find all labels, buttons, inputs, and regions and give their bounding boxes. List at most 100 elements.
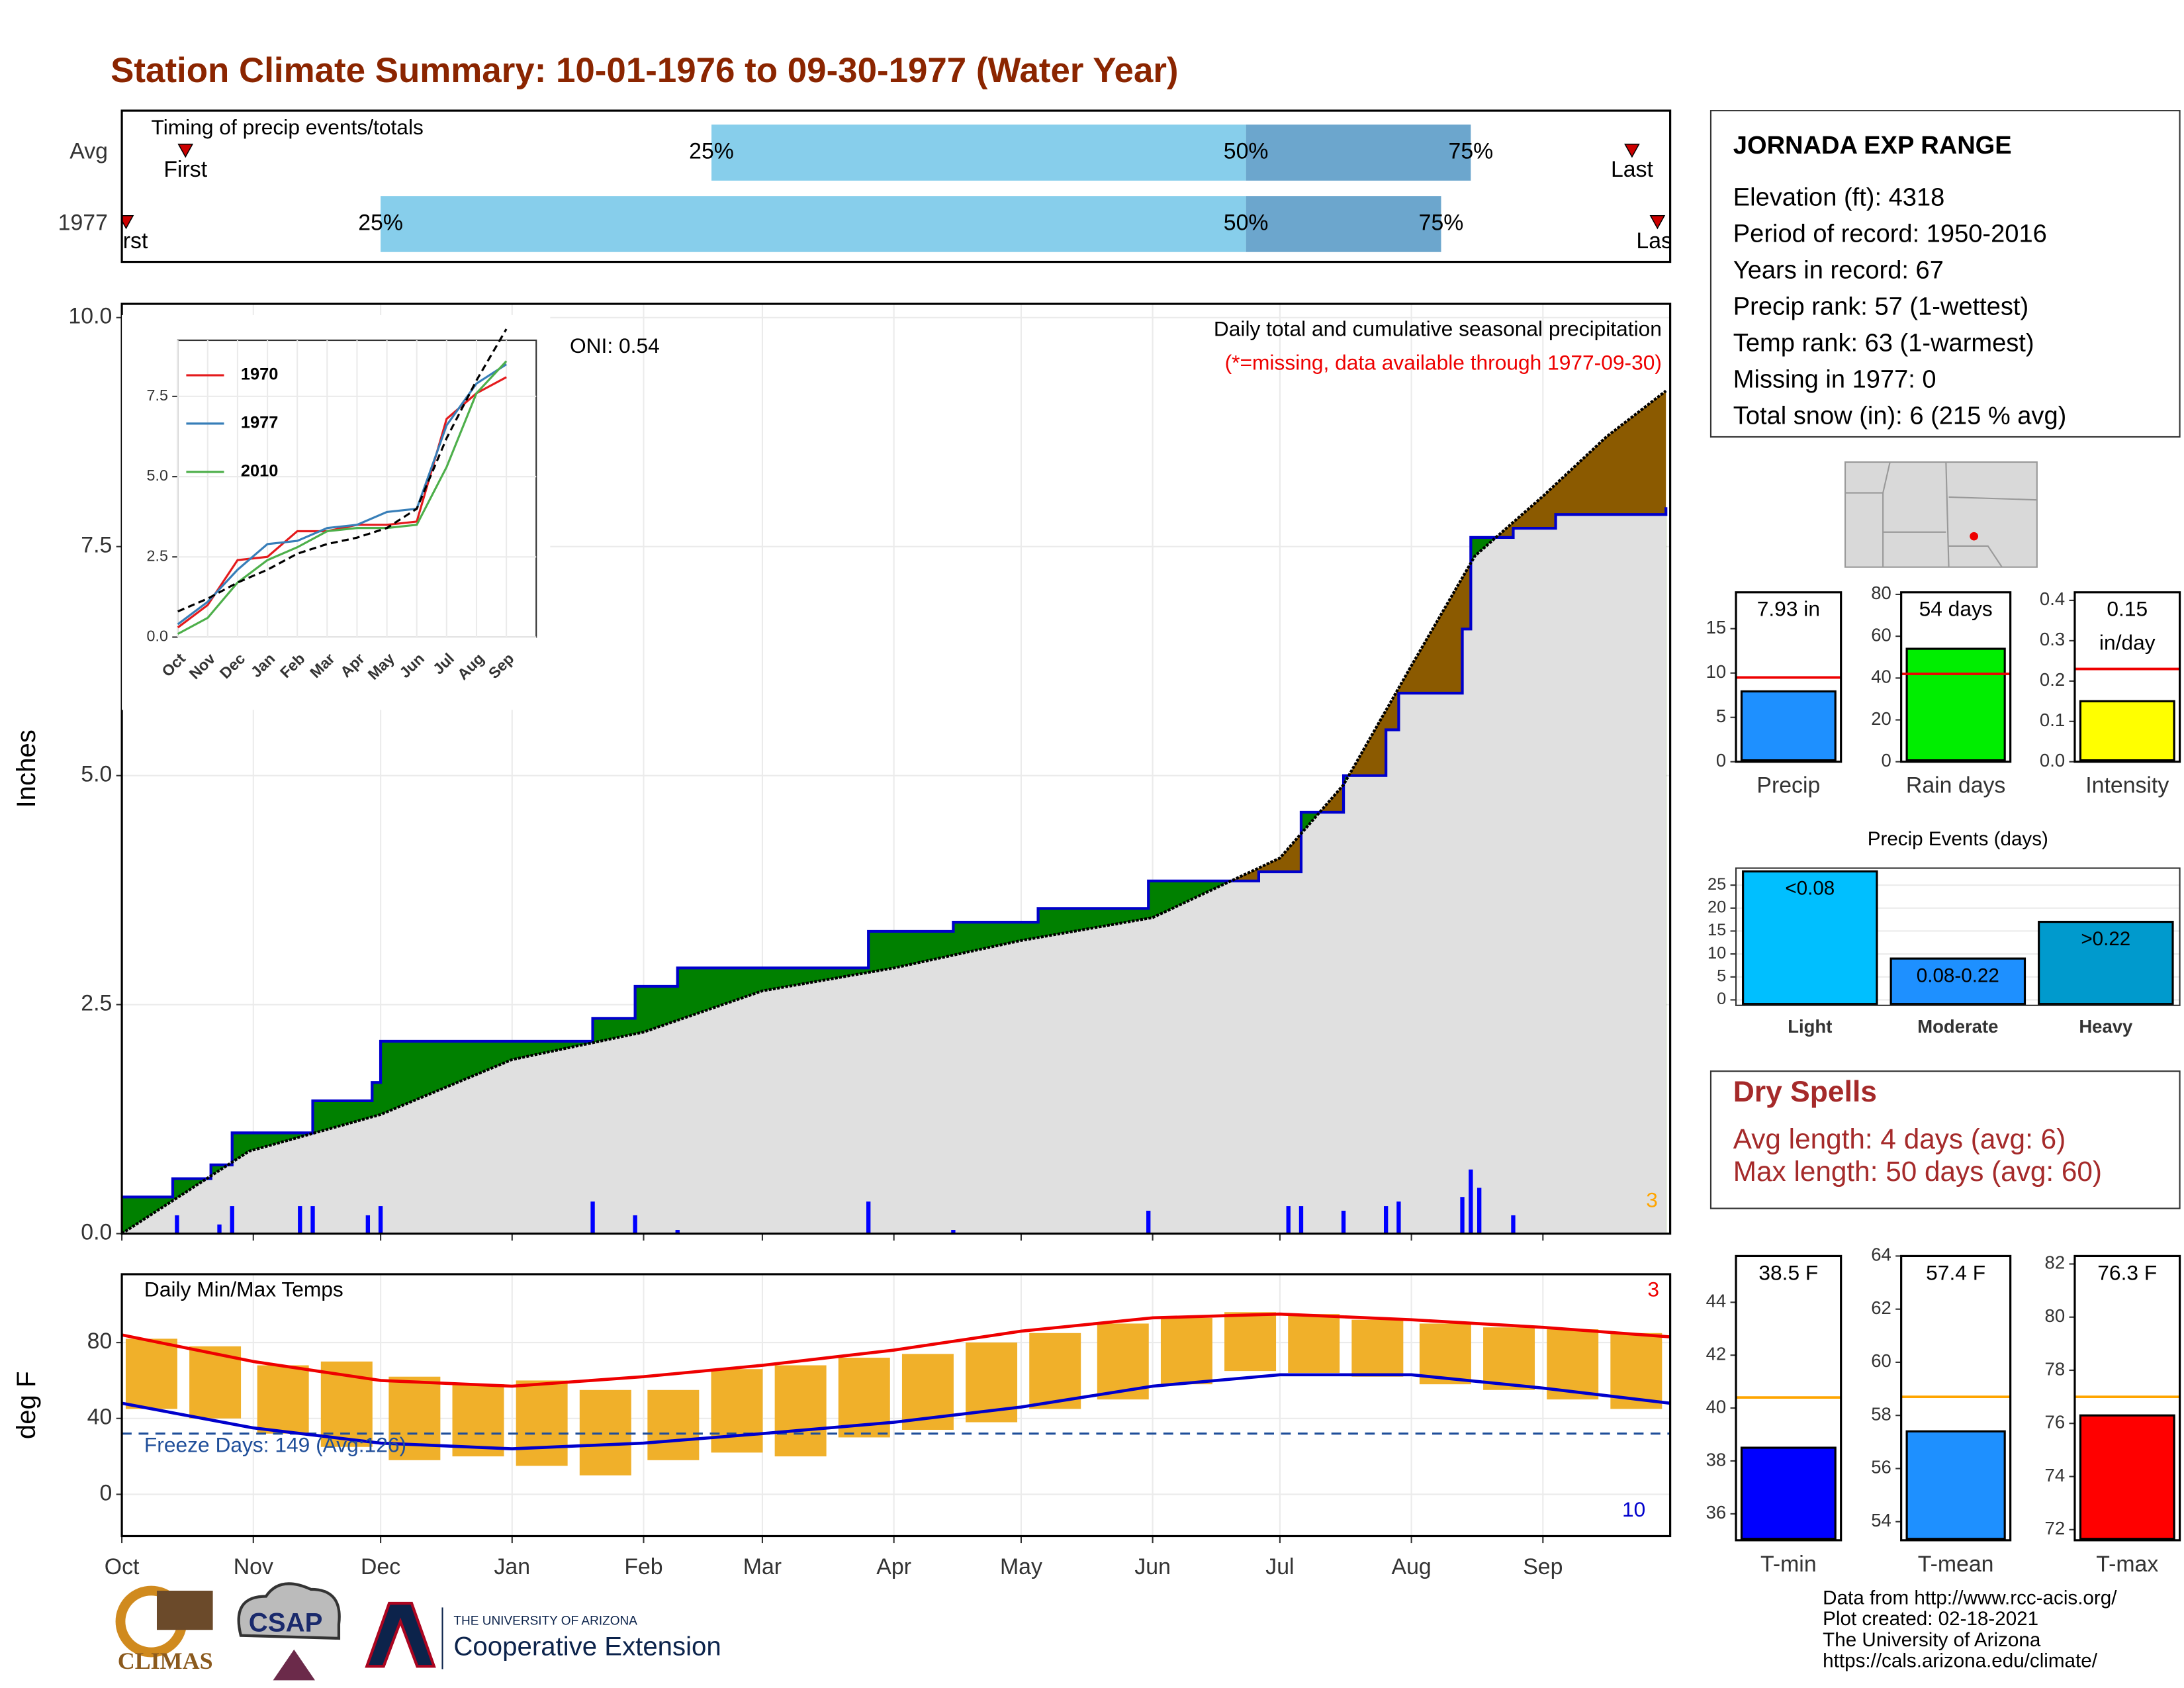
temp-range-bar: [1419, 1323, 1471, 1385]
x-tick-label: Jul: [1265, 1554, 1294, 1579]
logo-text: Cooperative Extension: [453, 1631, 721, 1661]
inset-line: [177, 376, 507, 629]
temp-range-bar: [516, 1380, 568, 1466]
daily-bar: [175, 1215, 179, 1234]
y-tick-label: 80: [2045, 1305, 2066, 1326]
daily-bar: [298, 1206, 302, 1234]
y-tick-label: 0: [99, 1480, 112, 1505]
avg-temp-line: [121, 1373, 1670, 1450]
logo-csap: CSAP: [237, 1582, 341, 1681]
temp-range-bar: [1224, 1312, 1277, 1372]
daily-bar: [675, 1230, 680, 1234]
y-tick-label: 5.0: [81, 762, 112, 787]
y-tick-label: 40: [87, 1405, 113, 1430]
daily-bar: [590, 1201, 595, 1234]
timing-marker: [1649, 215, 1666, 230]
logo-text: THE UNIVERSITY OF ARIZONA: [453, 1615, 637, 1628]
value-label: <0.08: [1785, 878, 1835, 900]
value-label: 57.4 F: [1926, 1260, 1985, 1284]
daily-bar: [230, 1206, 234, 1234]
plot-frame: [1735, 867, 2181, 1006]
category-label: Heavy: [2079, 1016, 2133, 1037]
value-label: 76.3 F: [2097, 1260, 2157, 1284]
logo-climas: CLIMAS: [115, 1585, 213, 1674]
daily-bar: [1477, 1188, 1482, 1234]
plot-frame: [1900, 1254, 2012, 1542]
logo-text: CLIMAS: [118, 1648, 213, 1674]
temp-range-bar: [1351, 1319, 1404, 1377]
category-label: T-min: [1760, 1552, 1817, 1577]
y-tick-label: 25: [1707, 875, 1726, 894]
row-label: Avg: [69, 139, 108, 164]
quartile-label: 50%: [1224, 210, 1269, 235]
bar: [1905, 1430, 2006, 1540]
y-tick-label: 5.0: [147, 467, 168, 484]
category-label: Precip: [1756, 773, 1820, 798]
quartile-label: 75%: [1419, 210, 1464, 235]
x-tick-label: Dec: [361, 1554, 400, 1579]
footer-line: Plot created: 02-18-2021: [1823, 1608, 2038, 1630]
subtitle: Daily total and cumulative seasonal prec…: [1214, 317, 1662, 341]
daily-bar: [1384, 1206, 1388, 1234]
daily-bar: [866, 1201, 871, 1234]
y-tick-label: 74: [2045, 1465, 2066, 1485]
station-line: Precip rank: 57 (1-wettest): [1733, 293, 2028, 320]
footer-line: https://cals.arizona.edu/climate/: [1823, 1650, 2098, 1672]
station-line: Missing in 1977: 0: [1733, 365, 1936, 393]
y-tick-label: 60: [1871, 1350, 1891, 1371]
category-label: T-mean: [1918, 1552, 1994, 1577]
station-name: JORNADA EXP RANGE: [1733, 132, 2012, 160]
y-tick-label: 40: [1706, 1396, 1727, 1417]
hot-count: 3: [1647, 1278, 1659, 1301]
bar: [1889, 957, 2026, 1006]
x-tick-label: Feb: [624, 1554, 662, 1579]
footer-line: Data from http://www.rcc-acis.org/: [1823, 1587, 2117, 1609]
plot-frame: [1735, 591, 1843, 763]
y-tick-label: 60: [1871, 624, 1891, 645]
y-tick-label: 2.5: [147, 547, 168, 564]
quartile-bar: [381, 196, 1246, 252]
quartile-label: 50%: [1224, 139, 1269, 164]
plot-frame: [120, 303, 1672, 1235]
annotation: 3: [1646, 1188, 1658, 1211]
daily-bar: [951, 1230, 956, 1234]
station-line: Years in record: 67: [1733, 256, 1944, 284]
y-tick-label: 0.0: [81, 1220, 112, 1245]
y-tick-label: 2.5: [81, 991, 112, 1016]
y-tick-label: 0.2: [2040, 669, 2065, 690]
obs-line: [122, 507, 1668, 1199]
temp-range-bar: [647, 1389, 700, 1460]
base-area: [122, 507, 1666, 1234]
daily-bar: [1469, 1169, 1473, 1234]
legend-label: 1977: [241, 414, 278, 432]
y-tick-label: 36: [1706, 1502, 1727, 1523]
y-tick-label: 78: [2045, 1358, 2066, 1379]
oni: ONI: 0.54: [570, 334, 660, 357]
quartile-bar: [1246, 124, 1471, 181]
bar: [2038, 921, 2174, 1006]
x-tick-label: Apr: [876, 1554, 911, 1579]
temp-range-bar: [1547, 1329, 1599, 1400]
y-tick-label: 10.0: [68, 304, 112, 329]
note: (*=missing, data available through 1977-…: [1225, 350, 1662, 374]
station-line: Temp rank: 63 (1-warmest): [1733, 329, 2034, 357]
panel-title: Timing of precip events/totals: [152, 115, 424, 139]
quartile-label: 25%: [689, 139, 734, 164]
inset-line: [177, 328, 508, 613]
timing-marker: [1624, 144, 1640, 158]
y-tick-label: 38: [1706, 1449, 1727, 1470]
station-box: [1709, 110, 2181, 438]
y-tick-label: 62: [1871, 1297, 1891, 1318]
panel-title: Daily Min/Max Temps: [144, 1278, 343, 1301]
y-tick-label: 0.0: [147, 628, 168, 645]
temp-range-bar: [774, 1365, 827, 1457]
value-label: 38.5 F: [1758, 1260, 1818, 1284]
bar: [2079, 1414, 2175, 1540]
plot-frame: [2073, 1254, 2181, 1542]
value-label: 54 days: [1919, 597, 1993, 621]
y-axis-title: Inches: [11, 729, 41, 808]
y-tick-label: 10: [1706, 661, 1727, 682]
quartile-bar: [1246, 196, 1441, 252]
value-label: 0.15: [2107, 597, 2148, 621]
quartile-label: 75%: [1449, 139, 1494, 164]
